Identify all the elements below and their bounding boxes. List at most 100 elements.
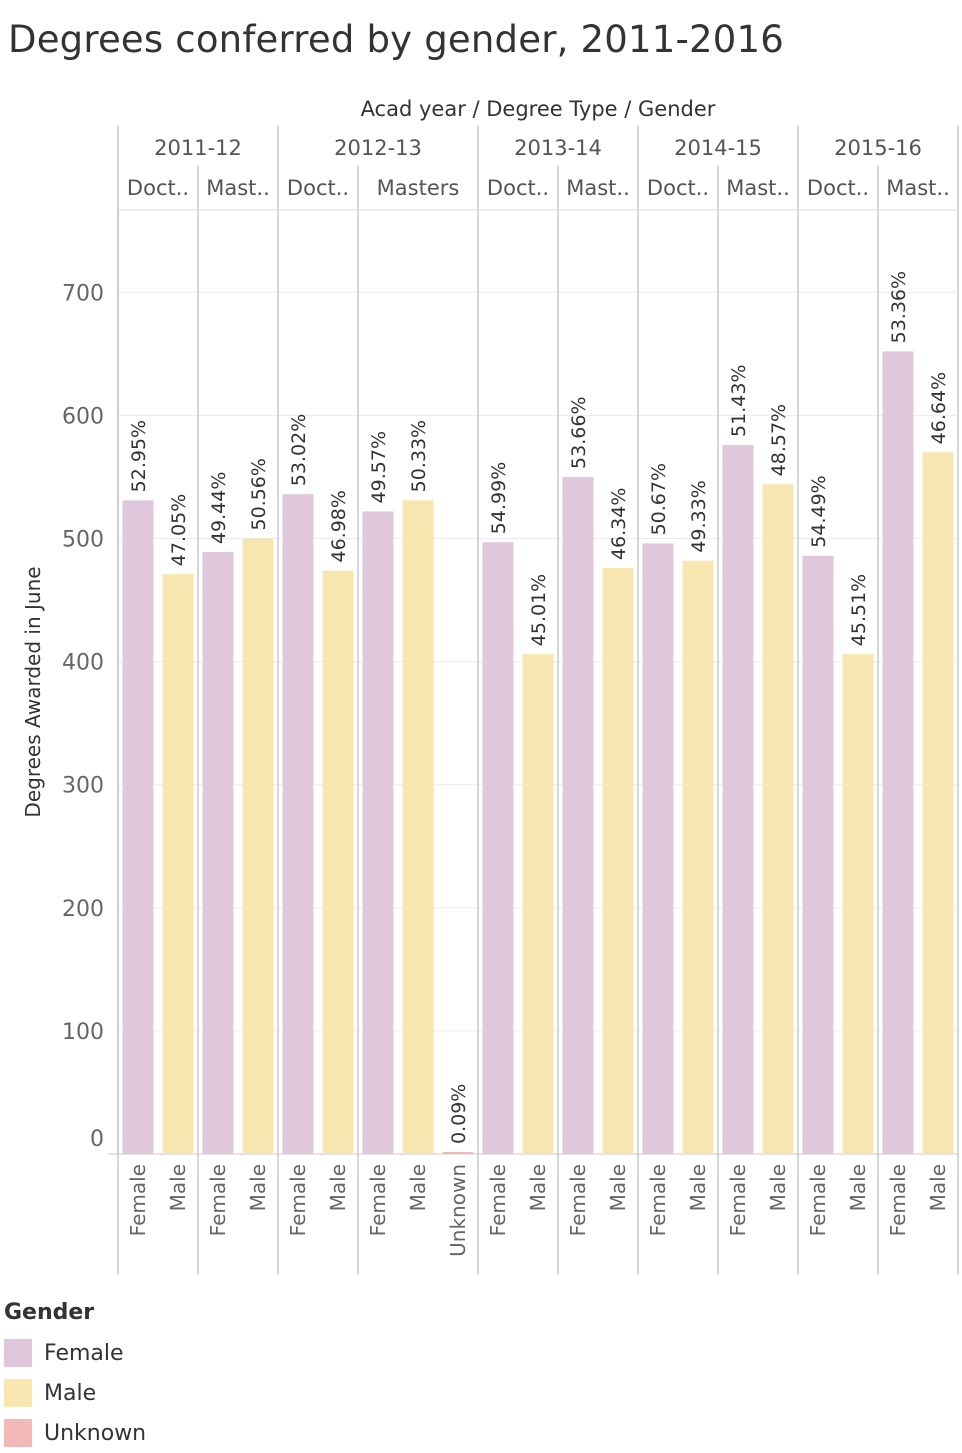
data-label-2012-13-0-female: 53.02% bbox=[288, 414, 310, 486]
bar-2013-14-0-male bbox=[522, 654, 554, 1154]
chart-title: Degrees conferred by gender, 2011-2016 bbox=[8, 18, 785, 61]
bar-2014-15-1-male bbox=[762, 484, 794, 1154]
x-category-label-unknown: Unknown bbox=[446, 1164, 470, 1257]
data-label-2013-14-1-female: 53.66% bbox=[568, 396, 590, 468]
x-category-label-female: Female bbox=[206, 1164, 230, 1236]
year-header-2013-14: 2013-14 bbox=[514, 136, 602, 160]
legend-label-unknown: Unknown bbox=[44, 1420, 147, 1446]
degree-header-2-1: Mast.. bbox=[566, 176, 630, 200]
legend: Gender Female Male Unknown bbox=[4, 1300, 146, 1453]
degree-header-3-1: Mast.. bbox=[726, 176, 790, 200]
data-label-2011-12-0-male: 47.05% bbox=[168, 494, 190, 566]
bar-2015-16-0-male bbox=[842, 654, 874, 1154]
legend-label-male: Male bbox=[44, 1380, 97, 1406]
y-tick-200: 200 bbox=[62, 897, 104, 922]
header-title: Acad year / Degree Type / Gender bbox=[361, 97, 716, 121]
data-label-2012-13-1-female: 49.57% bbox=[368, 431, 390, 503]
bar-2011-12-1-male bbox=[242, 538, 274, 1154]
chart-svg: Acad year / Degree Type / Gender 2011-12 2… bbox=[21, 97, 959, 1275]
data-label-2014-15-0-female: 50.67% bbox=[648, 463, 670, 535]
x-category-label-male: Male bbox=[766, 1164, 790, 1211]
bar-2014-15-1-female bbox=[722, 444, 754, 1155]
x-category-label-male: Male bbox=[246, 1164, 270, 1211]
y-tick-500: 500 bbox=[62, 528, 104, 553]
data-label-2011-12-1-female: 49.44% bbox=[208, 472, 230, 544]
y-tick-600: 600 bbox=[62, 404, 104, 429]
bar-2011-12-0-male bbox=[162, 574, 194, 1154]
data-label-2015-16-0-male: 45.51% bbox=[848, 574, 870, 646]
bar-2011-12-1-female bbox=[202, 552, 234, 1154]
y-tick-400: 400 bbox=[62, 651, 104, 676]
degree-header-1-1: Masters bbox=[377, 176, 460, 200]
bar-2013-14-1-female bbox=[562, 476, 594, 1154]
x-category-label-female: Female bbox=[366, 1164, 390, 1236]
legend-swatch-male bbox=[4, 1379, 32, 1407]
data-label-2012-13-1-male: 50.33% bbox=[408, 420, 430, 492]
bar-2015-16-1-female bbox=[882, 351, 914, 1154]
bar-2014-15-0-female bbox=[642, 543, 674, 1154]
x-category-label-male: Male bbox=[526, 1164, 550, 1211]
degree-header-3-0: Doct.. bbox=[647, 176, 709, 200]
x-category-label-male: Male bbox=[166, 1164, 190, 1211]
x-category-label-female: Female bbox=[286, 1164, 310, 1236]
x-category-label-female: Female bbox=[726, 1164, 750, 1236]
degree-header-0-1: Mast.. bbox=[206, 176, 270, 200]
bar-2011-12-0-female bbox=[122, 500, 154, 1154]
bar-2012-13-0-female bbox=[282, 494, 314, 1155]
degree-header-4-0: Doct.. bbox=[807, 176, 869, 200]
data-label-2015-16-0-female: 54.49% bbox=[808, 475, 830, 547]
bar-2015-16-1-male bbox=[922, 452, 954, 1155]
data-label-2015-16-1-male: 46.64% bbox=[928, 372, 950, 444]
year-header-2015-16: 2015-16 bbox=[834, 136, 922, 160]
legend-title: Gender bbox=[4, 1300, 95, 1325]
data-label-2013-14-0-male: 45.01% bbox=[528, 574, 550, 646]
data-label-2012-13-1-unknown: 0.09% bbox=[448, 1084, 470, 1144]
year-header-2011-12: 2011-12 bbox=[154, 136, 242, 160]
x-category-label-female: Female bbox=[566, 1164, 590, 1236]
degree-header-0-0: Doct.. bbox=[127, 176, 189, 200]
x-category-label-male: Male bbox=[406, 1164, 430, 1211]
y-tick-100: 100 bbox=[62, 1020, 104, 1045]
data-label-2015-16-1-female: 53.36% bbox=[888, 271, 910, 343]
data-label-2013-14-1-male: 46.34% bbox=[608, 488, 630, 560]
year-header-2012-13: 2012-13 bbox=[334, 136, 422, 160]
bar-2012-13-1-female bbox=[362, 511, 394, 1155]
data-label-2014-15-0-male: 49.33% bbox=[688, 480, 710, 552]
degree-header-4-1: Mast.. bbox=[886, 176, 950, 200]
legend-item-female[interactable]: Female bbox=[4, 1333, 146, 1373]
legend-item-male[interactable]: Male bbox=[4, 1373, 146, 1413]
legend-item-unknown[interactable]: Unknown bbox=[4, 1413, 146, 1453]
bar-2013-14-1-male bbox=[602, 568, 634, 1154]
x-category-label-female: Female bbox=[646, 1164, 670, 1236]
y-tick-0: 0 bbox=[90, 1127, 104, 1152]
legend-swatch-female bbox=[4, 1339, 32, 1367]
data-label-2013-14-0-female: 54.99% bbox=[488, 462, 510, 534]
x-category-label-female: Female bbox=[126, 1164, 150, 1236]
y-tick-300: 300 bbox=[62, 774, 104, 799]
x-category-label-male: Male bbox=[686, 1164, 710, 1211]
legend-label-female: Female bbox=[44, 1340, 124, 1366]
bar-2012-13-0-male bbox=[322, 570, 354, 1154]
bar-2014-15-0-male bbox=[682, 560, 714, 1154]
y-tick-700: 700 bbox=[62, 281, 104, 306]
bar-2013-14-0-female bbox=[482, 542, 514, 1154]
bar-2012-13-1-unknown bbox=[442, 1152, 474, 1154]
year-header-2014-15: 2014-15 bbox=[674, 136, 762, 160]
data-label-2014-15-1-male: 48.57% bbox=[768, 404, 790, 476]
degree-header-2-0: Doct.. bbox=[487, 176, 549, 200]
x-category-label-male: Male bbox=[846, 1164, 870, 1211]
data-label-2011-12-1-male: 50.56% bbox=[248, 458, 270, 530]
data-label-2014-15-1-female: 51.43% bbox=[728, 364, 750, 436]
data-label-2011-12-0-female: 52.95% bbox=[128, 420, 150, 492]
degree-header-1-0: Doct.. bbox=[287, 176, 349, 200]
x-category-label-female: Female bbox=[886, 1164, 910, 1236]
x-category-label-male: Male bbox=[326, 1164, 350, 1211]
x-category-label-male: Male bbox=[606, 1164, 630, 1211]
x-category-label-male: Male bbox=[926, 1164, 950, 1211]
legend-swatch-unknown bbox=[4, 1419, 32, 1447]
x-category-label-female: Female bbox=[486, 1164, 510, 1236]
data-label-2012-13-0-male: 46.98% bbox=[328, 490, 350, 562]
y-axis-label: Degrees Awarded in June bbox=[21, 566, 45, 817]
x-category-label-female: Female bbox=[806, 1164, 830, 1236]
bar-2012-13-1-male bbox=[402, 500, 434, 1154]
